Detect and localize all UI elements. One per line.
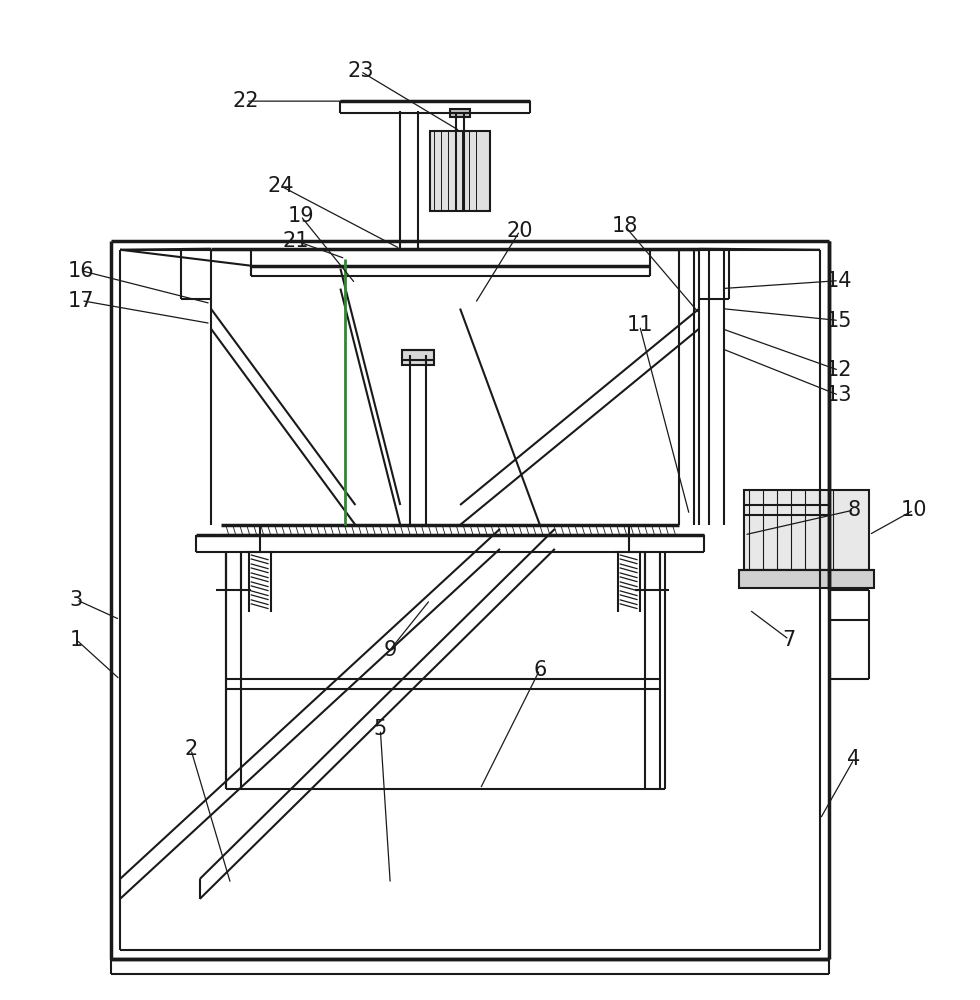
Text: 24: 24 <box>268 176 294 196</box>
Text: 2: 2 <box>184 739 198 759</box>
Text: 13: 13 <box>826 385 853 405</box>
Text: 15: 15 <box>826 311 853 331</box>
Text: 8: 8 <box>848 500 860 520</box>
Text: 7: 7 <box>782 630 796 650</box>
Bar <box>450 109 470 117</box>
Bar <box>744 490 869 570</box>
Text: 4: 4 <box>848 749 860 769</box>
Text: 23: 23 <box>347 61 373 81</box>
Text: 18: 18 <box>612 216 638 236</box>
Bar <box>430 131 490 211</box>
Text: 3: 3 <box>70 590 82 610</box>
Text: 11: 11 <box>626 315 653 335</box>
Text: 17: 17 <box>68 291 94 311</box>
Bar <box>402 350 434 365</box>
Text: 19: 19 <box>287 206 314 226</box>
Text: 9: 9 <box>383 640 397 660</box>
Text: 16: 16 <box>68 261 94 281</box>
Text: 1: 1 <box>70 630 82 650</box>
Text: 5: 5 <box>373 719 387 739</box>
Text: 21: 21 <box>282 231 309 251</box>
Bar <box>739 570 874 588</box>
Text: 22: 22 <box>232 91 259 111</box>
Text: 12: 12 <box>826 360 853 380</box>
Text: 10: 10 <box>901 500 927 520</box>
Text: 6: 6 <box>533 660 547 680</box>
Text: 14: 14 <box>826 271 853 291</box>
Text: 20: 20 <box>507 221 533 241</box>
